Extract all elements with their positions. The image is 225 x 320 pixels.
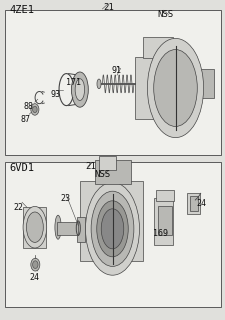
Bar xyxy=(23,207,46,248)
Text: NSS: NSS xyxy=(94,170,111,179)
Bar xyxy=(4,10,220,155)
Text: 4ZE1: 4ZE1 xyxy=(9,5,34,15)
Bar xyxy=(143,37,173,58)
Ellipse shape xyxy=(72,72,88,107)
Text: 88: 88 xyxy=(24,102,34,111)
Text: 93: 93 xyxy=(51,90,61,99)
Ellipse shape xyxy=(101,209,124,249)
Bar xyxy=(201,69,214,98)
Text: 23: 23 xyxy=(61,194,71,203)
Ellipse shape xyxy=(86,182,140,275)
Bar xyxy=(190,196,198,211)
Bar xyxy=(187,193,200,214)
Bar xyxy=(80,181,143,261)
Ellipse shape xyxy=(91,191,134,266)
Bar xyxy=(94,160,130,184)
Bar xyxy=(99,156,116,170)
Bar xyxy=(156,190,174,201)
Text: 24: 24 xyxy=(29,273,39,282)
Bar xyxy=(154,198,173,245)
Bar xyxy=(158,206,172,235)
Ellipse shape xyxy=(75,79,85,100)
Ellipse shape xyxy=(97,201,128,257)
Bar xyxy=(135,57,177,119)
Text: 24: 24 xyxy=(197,199,207,208)
Circle shape xyxy=(31,104,39,115)
Ellipse shape xyxy=(23,206,47,248)
Text: 21: 21 xyxy=(86,162,96,171)
Circle shape xyxy=(33,261,38,268)
Bar xyxy=(76,217,85,242)
Ellipse shape xyxy=(147,38,204,138)
Ellipse shape xyxy=(154,50,197,126)
Ellipse shape xyxy=(97,79,101,89)
Text: NSS: NSS xyxy=(158,10,174,19)
Ellipse shape xyxy=(27,212,43,243)
Text: 6VD1: 6VD1 xyxy=(9,163,34,173)
Bar xyxy=(57,222,78,235)
Text: 87: 87 xyxy=(20,115,30,124)
Text: 171: 171 xyxy=(66,78,81,87)
Text: 21: 21 xyxy=(104,3,114,12)
Ellipse shape xyxy=(55,215,61,239)
Circle shape xyxy=(31,258,40,271)
Text: 169: 169 xyxy=(153,229,168,238)
Text: 22: 22 xyxy=(14,203,23,212)
Bar xyxy=(4,162,220,307)
Text: 91: 91 xyxy=(111,66,121,75)
Circle shape xyxy=(33,106,37,113)
